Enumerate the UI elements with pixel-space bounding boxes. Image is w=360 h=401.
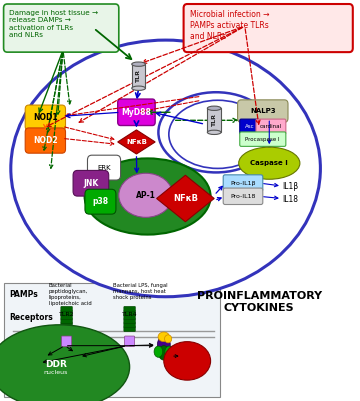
FancyBboxPatch shape xyxy=(73,170,109,196)
FancyBboxPatch shape xyxy=(25,105,66,130)
Text: TLR4: TLR4 xyxy=(122,312,138,317)
FancyBboxPatch shape xyxy=(61,314,72,320)
Text: Bacterial
peptidoglycan,
lipoproteins,
lipoteichoic acid: Bacterial peptidoglycan, lipoproteins, l… xyxy=(49,283,91,306)
FancyBboxPatch shape xyxy=(124,306,135,312)
Ellipse shape xyxy=(207,106,221,110)
Text: NOD1: NOD1 xyxy=(33,113,58,122)
Text: nucleus: nucleus xyxy=(44,371,68,375)
Text: Pro-IL18: Pro-IL18 xyxy=(230,194,256,199)
FancyBboxPatch shape xyxy=(125,336,135,346)
FancyBboxPatch shape xyxy=(4,4,119,52)
Text: DDR: DDR xyxy=(45,360,67,369)
Ellipse shape xyxy=(239,147,300,179)
FancyBboxPatch shape xyxy=(85,189,116,214)
FancyBboxPatch shape xyxy=(61,318,72,324)
Ellipse shape xyxy=(132,86,145,90)
Text: Procaspase I: Procaspase I xyxy=(246,137,280,142)
Text: NOD2: NOD2 xyxy=(33,136,58,145)
Text: MyD88: MyD88 xyxy=(122,108,151,117)
FancyBboxPatch shape xyxy=(124,322,135,328)
FancyBboxPatch shape xyxy=(87,155,121,180)
Ellipse shape xyxy=(158,346,169,360)
FancyBboxPatch shape xyxy=(61,322,72,328)
Text: NFκB: NFκB xyxy=(173,194,198,203)
Ellipse shape xyxy=(132,62,145,66)
Text: TLR: TLR xyxy=(212,114,217,127)
Text: IL1β: IL1β xyxy=(283,182,299,190)
Ellipse shape xyxy=(165,346,174,357)
Text: TLR: TLR xyxy=(136,70,141,83)
Bar xyxy=(132,64,145,88)
FancyBboxPatch shape xyxy=(61,326,72,332)
Ellipse shape xyxy=(85,158,211,235)
Text: NALP3: NALP3 xyxy=(250,108,276,114)
Ellipse shape xyxy=(164,342,211,380)
FancyBboxPatch shape xyxy=(223,188,263,205)
FancyBboxPatch shape xyxy=(118,99,155,126)
Text: cardinal: cardinal xyxy=(260,124,282,129)
Text: Receptors: Receptors xyxy=(9,313,53,322)
Ellipse shape xyxy=(154,346,163,357)
Polygon shape xyxy=(118,130,155,154)
FancyBboxPatch shape xyxy=(62,336,72,346)
Text: TLR2: TLR2 xyxy=(59,312,75,317)
FancyBboxPatch shape xyxy=(256,119,286,134)
FancyBboxPatch shape xyxy=(25,128,66,153)
Text: JNK: JNK xyxy=(83,179,99,188)
Text: Asc: Asc xyxy=(244,124,254,129)
FancyBboxPatch shape xyxy=(238,100,288,122)
FancyBboxPatch shape xyxy=(124,318,135,324)
Text: Damage in host tissue →
release DAMPs →
activation of TLRs
and NLRs: Damage in host tissue → release DAMPs → … xyxy=(9,10,98,38)
FancyBboxPatch shape xyxy=(124,310,135,316)
Text: AP-1: AP-1 xyxy=(136,191,156,200)
Text: Bacterial LPS, fungal
mannans, host heat
shock proteins: Bacterial LPS, fungal mannans, host heat… xyxy=(113,283,168,300)
Text: Microbial infection →
PAMPs activate TLRs
and NLRs: Microbial infection → PAMPs activate TLR… xyxy=(190,10,270,41)
Ellipse shape xyxy=(207,130,221,134)
Bar xyxy=(207,108,221,132)
Text: PROINFLAMMATORY
CYTOKINES: PROINFLAMMATORY CYTOKINES xyxy=(197,291,322,313)
Text: PAMPs: PAMPs xyxy=(9,290,38,298)
FancyBboxPatch shape xyxy=(124,326,135,332)
Text: Pro-IL1β: Pro-IL1β xyxy=(230,180,256,186)
Ellipse shape xyxy=(165,335,172,343)
Ellipse shape xyxy=(157,336,170,354)
Polygon shape xyxy=(157,175,214,222)
Text: ERK: ERK xyxy=(97,165,111,170)
FancyBboxPatch shape xyxy=(240,119,259,134)
FancyBboxPatch shape xyxy=(61,310,72,316)
FancyBboxPatch shape xyxy=(4,283,220,397)
Text: p38: p38 xyxy=(93,197,108,206)
Ellipse shape xyxy=(0,325,130,401)
FancyBboxPatch shape xyxy=(184,4,353,52)
Text: NFκB: NFκB xyxy=(126,139,147,145)
Text: Caspase I: Caspase I xyxy=(251,160,288,166)
FancyBboxPatch shape xyxy=(223,175,263,191)
Ellipse shape xyxy=(119,173,173,217)
Ellipse shape xyxy=(158,332,170,342)
FancyBboxPatch shape xyxy=(124,314,135,320)
Text: IL18: IL18 xyxy=(283,195,298,204)
Ellipse shape xyxy=(11,40,320,297)
FancyBboxPatch shape xyxy=(240,132,286,146)
FancyBboxPatch shape xyxy=(61,306,72,312)
